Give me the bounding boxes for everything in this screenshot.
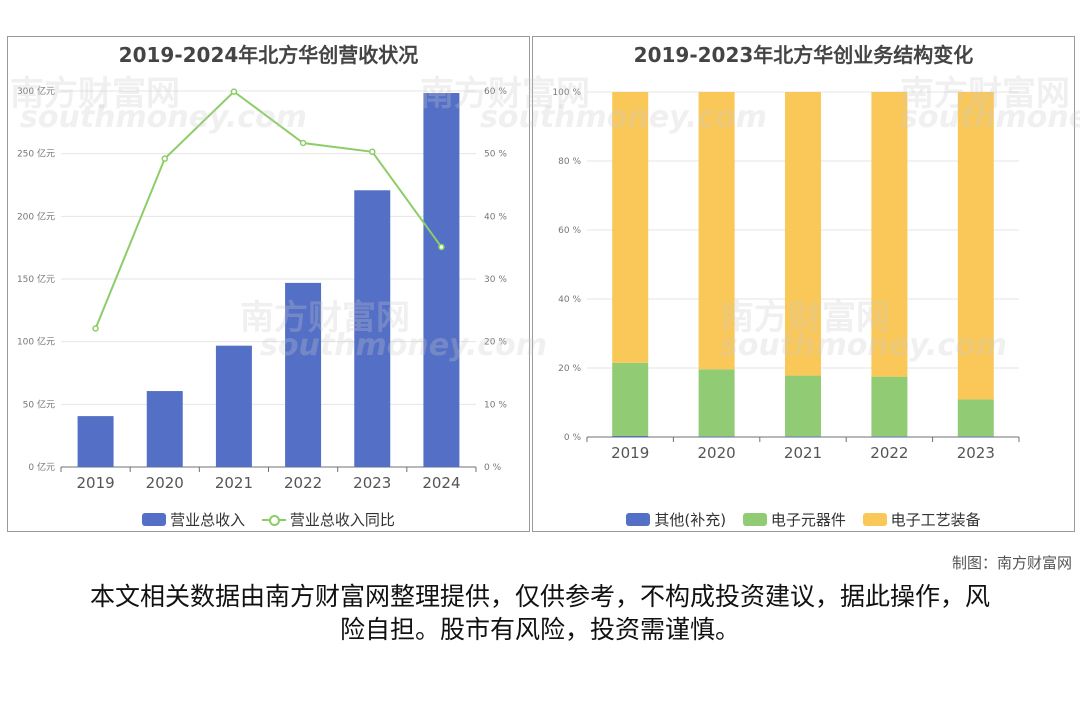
revenue-yoy-point	[438, 243, 445, 251]
legend-item-equipment[interactable]: 电子工艺装备	[862, 509, 981, 530]
components-swatch-icon	[742, 513, 767, 526]
legend-label-equipment: 电子工艺装备	[890, 511, 981, 529]
equipment-segment-bar	[612, 92, 649, 363]
y-tick-label: 0 %	[564, 433, 582, 443]
x-tick-label: 2020	[698, 444, 736, 462]
x-tick-label: 2021	[215, 474, 253, 492]
x-tick-label: 2022	[284, 474, 322, 492]
components-segment-bar	[785, 375, 821, 437]
revenue-chart: 0 亿元 50 亿元 100 亿元 150 亿元 200 亿元 250 亿元 300 亿元 0…	[17, 85, 507, 492]
legend-item-revenue[interactable]: 营业总收入	[142, 509, 245, 530]
x-tick-label: 2019	[76, 474, 114, 492]
y-tick-label: 100 %	[552, 88, 581, 98]
revenue-bar	[354, 190, 391, 467]
revenue-yoy-point	[230, 88, 238, 95]
y-tick-label: 60 %	[558, 226, 581, 236]
x-tick-label: 2024	[422, 474, 460, 492]
revenue-yoy-line	[94, 90, 443, 329]
revenue-bar	[146, 391, 183, 467]
legend-label-revenue: 营业总收入	[170, 511, 246, 529]
x-tick-label: 2020	[146, 474, 184, 492]
revenue-chart-title: 2019-2024年北方华创营收状况	[118, 43, 419, 67]
components-segment-bar	[698, 369, 735, 437]
components-segment-bar	[957, 399, 994, 437]
y-tick-label-right: 0 %	[484, 463, 502, 473]
revenue-bar	[285, 282, 322, 467]
other-segment-bar	[612, 435, 649, 437]
business-structure-panel: 2019-2023年北方华创业务结构变化 0 % 20 % 40 % 60 % 80 %…	[532, 36, 1075, 532]
y-tick-label: 80 %	[558, 157, 581, 167]
y-tick-label-left: 250 亿元	[17, 148, 55, 160]
legend-item-other[interactable]: 其他(补充)	[626, 509, 726, 530]
y-tick-label-right: 60 %	[484, 87, 507, 97]
x-tick-label: 2023	[957, 444, 995, 462]
line-swatch-icon	[261, 513, 286, 526]
y-tick-label-right: 10 %	[484, 400, 507, 410]
legend-item-revenue-yoy[interactable]: 营业总收入同比	[261, 509, 395, 530]
revenue-yoy-point	[299, 139, 307, 147]
revenue-yoy-point	[161, 155, 168, 162]
equipment-swatch-icon	[862, 513, 887, 526]
other-segment-bar	[698, 436, 735, 437]
other-segment-bar	[957, 436, 994, 437]
revenue-chart-panel: 2019-2024年北方华创营收状况 0 亿元 50 亿元 100 亿元 150 亿元…	[7, 36, 530, 532]
equipment-segment-bar	[957, 92, 994, 400]
revenue-yoy-point	[92, 325, 99, 332]
revenue-bar	[215, 345, 252, 467]
y-tick-label-left: 150 亿元	[17, 273, 55, 285]
other-swatch-icon	[626, 513, 651, 526]
x-tick-label: 2019	[611, 444, 649, 462]
y-tick-label-right: 20 %	[484, 338, 507, 348]
legend-label-revenue-yoy: 营业总收入同比	[289, 511, 395, 529]
equipment-segment-bar	[698, 92, 735, 370]
business-structure-legend: 其他(补充) 电子元器件 电子工艺装备	[533, 509, 1074, 530]
legend-item-components[interactable]: 电子元器件	[742, 509, 846, 530]
legend-label-components: 电子元器件	[770, 511, 846, 529]
legend-label-other: 其他(补充)	[654, 511, 727, 529]
equipment-segment-bar	[871, 92, 908, 377]
business-structure-chart: 0 % 20 % 40 % 60 % 80 % 100 % 2019 2020 2021 2022…	[552, 88, 1020, 462]
x-tick-label: 2022	[870, 444, 908, 462]
y-tick-label-right: 50 %	[484, 150, 507, 160]
disclaimer-text: 本文相关数据由南方财富网整理提供，仅供参考，不构成投资建议，据此操作，风险自担。…	[89, 582, 990, 644]
y-tick-label-right: 30 %	[484, 275, 507, 285]
x-tick-label: 2023	[353, 474, 391, 492]
components-segment-bar	[612, 362, 649, 436]
y-tick-label-left: 100 亿元	[17, 336, 55, 348]
business-structure-title: 2019-2023年北方华创业务结构变化	[633, 43, 974, 67]
bar-swatch-icon	[142, 513, 167, 526]
components-segment-bar	[871, 376, 908, 437]
y-tick-label-left: 200 亿元	[17, 210, 55, 222]
y-tick-label-left: 300 亿元	[17, 85, 55, 97]
x-tick-label: 2021	[784, 444, 822, 462]
chart-credit: 制图：南方财富网	[951, 554, 1072, 572]
y-tick-label-left: 0 亿元	[28, 461, 55, 473]
y-tick-label: 40 %	[558, 295, 581, 305]
equipment-segment-bar	[785, 92, 821, 376]
other-segment-bar	[785, 436, 821, 437]
y-tick-label-left: 50 亿元	[23, 398, 55, 410]
revenue-yoy-point	[369, 148, 376, 156]
y-tick-label-right: 40 %	[484, 212, 507, 222]
y-tick-label: 20 %	[558, 364, 581, 374]
other-segment-bar	[871, 436, 908, 437]
revenue-bar	[77, 416, 114, 467]
revenue-bar	[423, 93, 460, 467]
revenue-chart-legend: 营业总收入 营业总收入同比	[8, 509, 529, 530]
